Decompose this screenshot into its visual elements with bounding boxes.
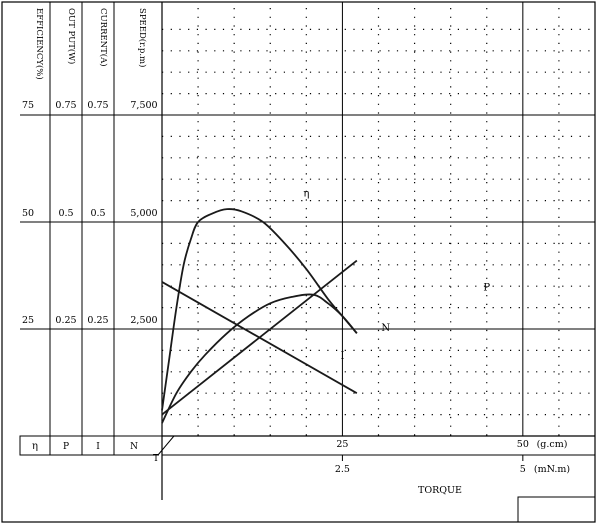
speed-scale-label: 2,500 — [130, 315, 157, 326]
efficiency-curve-label: η — [303, 188, 309, 199]
current-axis-header: CURRENT(A) — [98, 8, 109, 67]
axes — [161, 2, 595, 500]
speed-curve-label: N — [381, 323, 390, 334]
x-tick-label-secondary: 5 — [520, 464, 526, 475]
x-axis-unit-primary: (g.cm) — [537, 439, 568, 450]
efficiency-scale-label: 75 — [22, 100, 34, 111]
series-labels: η P N I — [303, 188, 490, 362]
current-scale-label: 0.5 — [90, 208, 105, 219]
output-axis-header: OUT PUT(W) — [66, 8, 77, 64]
output-curve-label: P — [483, 282, 490, 293]
current-scale-label: 0.75 — [87, 100, 108, 111]
x-tick-label-secondary: 2.5 — [335, 464, 350, 475]
output-symbol: P — [63, 442, 69, 452]
current-symbol: I — [96, 442, 100, 452]
symbol-row-box — [19, 435, 176, 456]
x-axis-unit-secondary: (mN.m) — [534, 464, 570, 475]
speed-symbol: N — [130, 442, 138, 452]
speed-axis-header: SPEED(r.p.m) — [137, 8, 148, 67]
x-tick-labels: 25 50 2.5 5 — [335, 439, 529, 475]
efficiency-scale-label: 25 — [22, 315, 34, 326]
speed-scale-label: 7,500 — [130, 100, 157, 111]
x-tick-label-primary: 50 — [517, 439, 529, 450]
speed-scale-label: 5,000 — [130, 208, 157, 219]
efficiency-axis-header: EFFICIENCY(%) — [34, 8, 45, 80]
x-tick-label-primary: 25 — [336, 439, 348, 450]
output-scale-label: 0.25 — [55, 315, 76, 326]
current-curve-label: I — [340, 351, 344, 362]
output-curve — [161, 293, 358, 424]
output-scale-label: 0.5 — [58, 208, 73, 219]
grid — [20, 2, 595, 436]
efficiency-scale-label: 50 — [22, 208, 34, 219]
current-scale-label: 0.25 — [87, 315, 108, 326]
current-curve — [161, 259, 358, 416]
output-scale-label: 0.75 — [55, 100, 76, 111]
x-axis-title: TORQUE — [418, 485, 462, 496]
title-block-box — [517, 496, 596, 523]
series-lines — [161, 208, 358, 424]
origin-label: T — [153, 454, 159, 464]
efficiency-curve — [161, 208, 358, 411]
efficiency-symbol: η — [32, 441, 38, 452]
